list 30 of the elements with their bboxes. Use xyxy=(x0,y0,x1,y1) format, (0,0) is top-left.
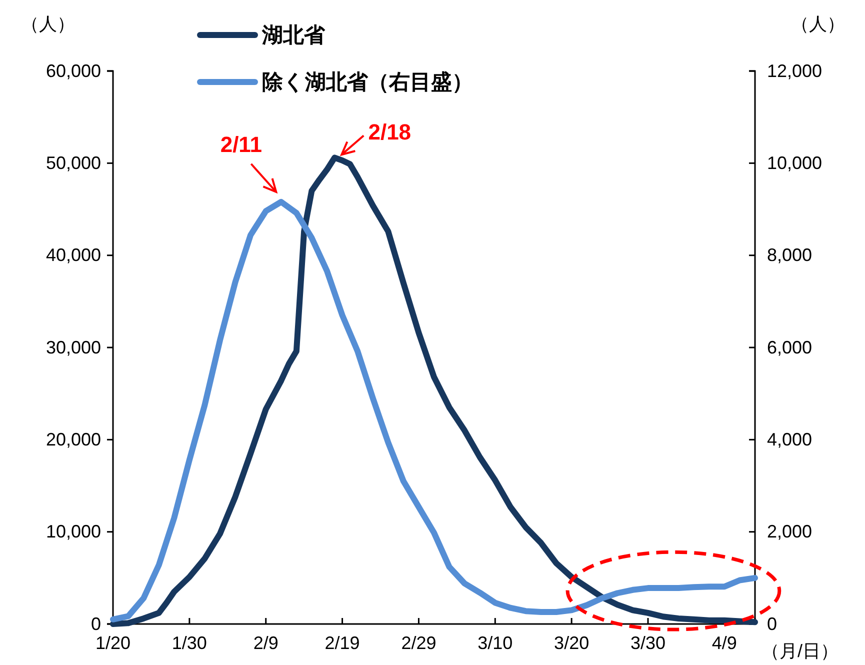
y-tick-label: 40,000 xyxy=(46,245,101,266)
y-tick-label: 20,000 xyxy=(46,429,101,450)
x-tick-label: 3/30 xyxy=(630,632,666,653)
x-tick-label: 1/30 xyxy=(172,632,207,653)
y-tick-label: 10,000 xyxy=(46,522,101,542)
y-tick-label: 0 xyxy=(90,614,101,634)
y2-tick-label: 8,000 xyxy=(767,245,812,266)
x-tick-label: 1/20 xyxy=(95,632,131,653)
x-tick-label: 2/19 xyxy=(324,632,360,653)
x-tick-label: 3/20 xyxy=(554,632,590,653)
y-tick-label: 60,000 xyxy=(46,60,101,81)
annotation: 2/18 xyxy=(368,120,412,145)
legend-label: 湖北省 xyxy=(261,24,326,47)
y2-tick-label: 6,000 xyxy=(767,337,812,358)
y-axis-title: （人） xyxy=(21,14,75,34)
y2-tick-label: 10,000 xyxy=(767,152,822,173)
y-tick-label: 50,000 xyxy=(46,152,101,173)
y2-tick-label: 12,000 xyxy=(767,60,822,81)
y2-tick-label: 4,000 xyxy=(767,429,812,450)
annotation: 2/11 xyxy=(220,132,262,157)
x-tick-label: 3/10 xyxy=(478,632,513,653)
x-tick-label: 2/29 xyxy=(401,632,436,653)
x-tick-label: 2/9 xyxy=(253,632,278,653)
y2-tick-label: 0 xyxy=(767,614,778,634)
legend-label: 除く湖北省（右目盛） xyxy=(262,70,473,94)
y2-axis-title: （人） xyxy=(791,14,845,34)
x-tick-label: 4/9 xyxy=(712,632,737,653)
y2-tick-label: 2,000 xyxy=(767,522,812,542)
y-tick-label: 30,000 xyxy=(46,337,101,358)
x-axis-title: （月/日） xyxy=(761,641,839,661)
